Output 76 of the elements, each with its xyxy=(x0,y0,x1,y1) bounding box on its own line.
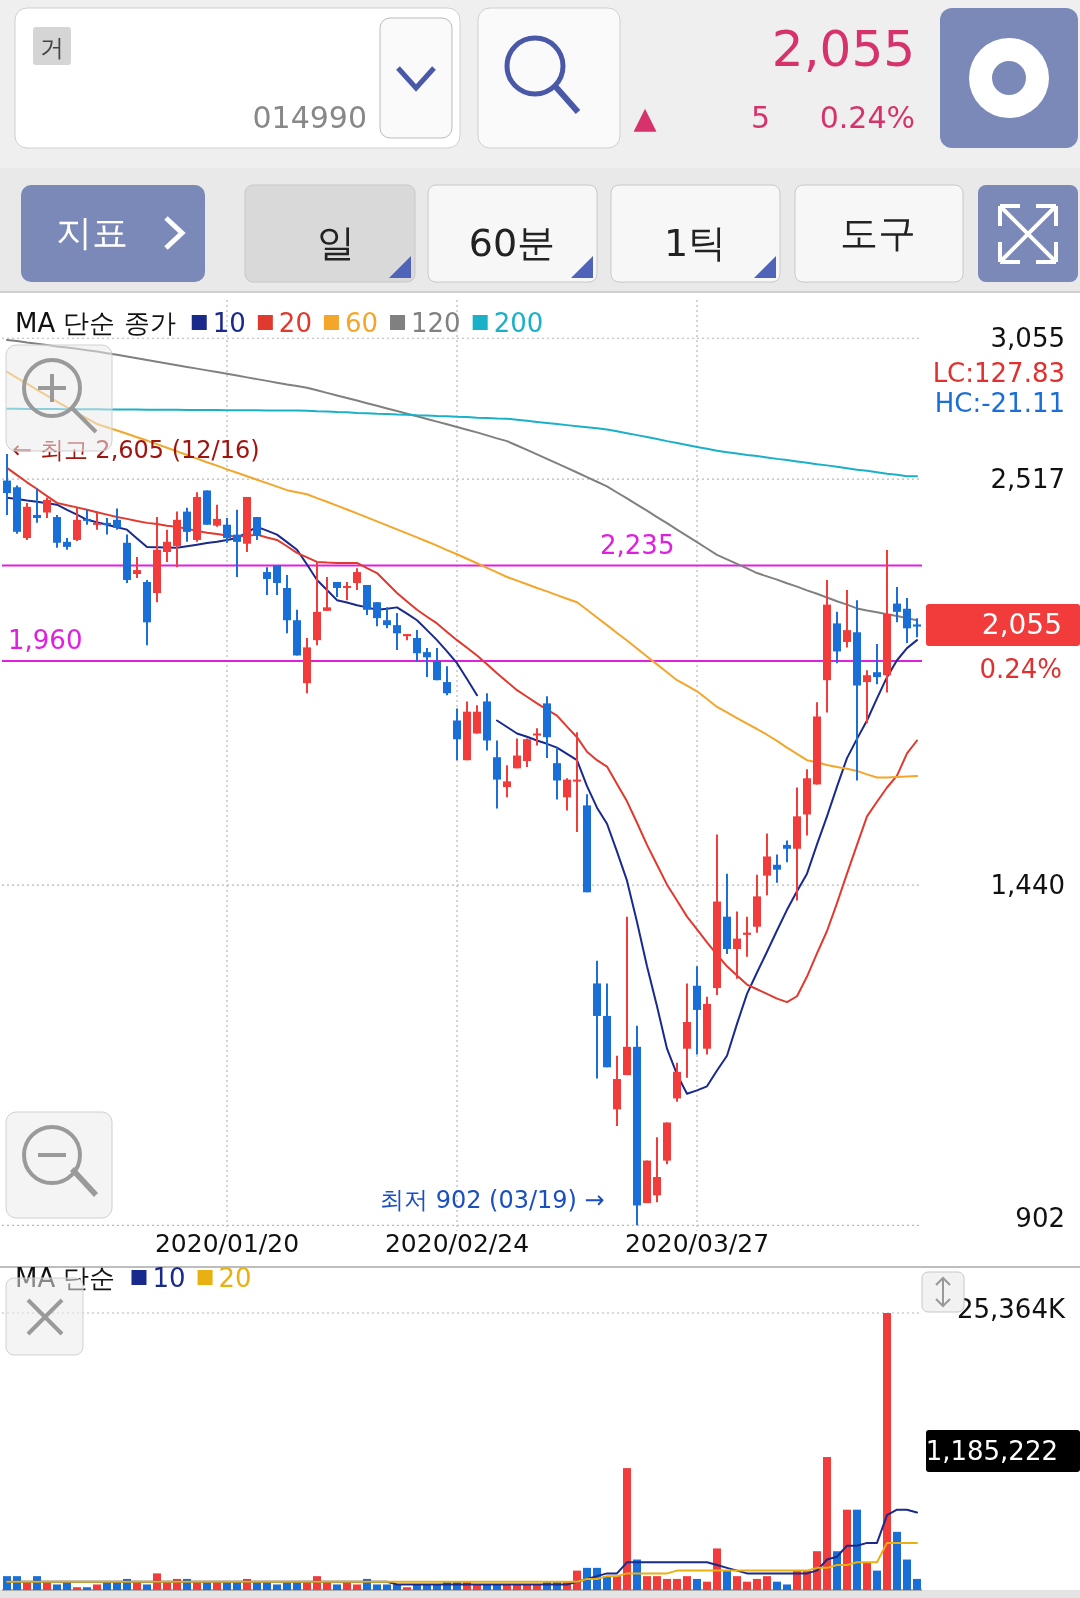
bar xyxy=(723,1570,731,1590)
bar xyxy=(53,1584,61,1590)
text: 일 xyxy=(317,221,355,265)
bar xyxy=(643,1576,651,1590)
legend-label: 10 xyxy=(152,1263,186,1293)
bar xyxy=(893,1531,901,1590)
bar xyxy=(623,1468,631,1590)
text: 1,185,222 xyxy=(925,1436,1058,1466)
bar xyxy=(663,1578,671,1590)
legend-label: 20 xyxy=(218,1263,252,1293)
bar xyxy=(843,1509,851,1590)
text: 014990 xyxy=(252,100,367,135)
bar xyxy=(773,1581,781,1590)
bar xyxy=(613,1576,621,1590)
y-tick-label: 1,440 xyxy=(990,870,1065,901)
legend-label: 120 xyxy=(411,308,461,338)
text: 1틱 xyxy=(663,221,727,265)
bar xyxy=(863,1562,871,1590)
y-tick-label: 3,055 xyxy=(990,323,1065,354)
bar xyxy=(603,1576,611,1590)
text: 5 xyxy=(750,100,770,135)
text: 2,055 xyxy=(981,608,1062,641)
bar xyxy=(383,1584,391,1590)
text: 0.24% xyxy=(819,100,915,135)
bar xyxy=(873,1570,881,1590)
bar xyxy=(353,1584,361,1590)
bar xyxy=(693,1578,701,1590)
text: 25,364K xyxy=(956,1294,1066,1324)
bar xyxy=(403,1587,411,1590)
bar xyxy=(763,1576,771,1590)
bar xyxy=(653,1576,661,1590)
text: 도구 xyxy=(840,211,916,255)
ref-line-label: 1,960 xyxy=(8,624,83,655)
bar xyxy=(813,1551,821,1590)
text: ▲ xyxy=(633,100,657,135)
bar xyxy=(673,1578,681,1590)
bar xyxy=(753,1578,761,1590)
bar xyxy=(743,1581,751,1590)
x-tick-label: 2020/01/20 xyxy=(154,1229,300,1258)
legend-label: 60 xyxy=(344,308,379,338)
ref-line-label: 2,235 xyxy=(600,529,675,560)
bar xyxy=(143,1584,151,1590)
bar xyxy=(733,1576,741,1590)
x-tick-label: 2020/02/24 xyxy=(384,1229,530,1258)
bar xyxy=(83,1587,91,1590)
legend-label: 200 xyxy=(493,308,544,338)
bar xyxy=(903,1559,911,1590)
legend-label: 20 xyxy=(278,308,312,338)
y-tick-label: 2,517 xyxy=(990,464,1065,495)
bar xyxy=(823,1457,831,1590)
annotation: ← 최고 2,605 (12/16) xyxy=(12,436,260,464)
bar xyxy=(93,1584,101,1590)
text: HC:-21.11 xyxy=(934,388,1065,418)
bar xyxy=(73,1587,81,1590)
bar xyxy=(683,1576,691,1590)
annotation: 최저 902 (03/19) → xyxy=(380,1186,605,1214)
bar xyxy=(783,1584,791,1590)
legend-title: MA 단순 xyxy=(15,1263,116,1293)
bar xyxy=(3,1576,11,1590)
y-tick-label: 902 xyxy=(1015,1203,1065,1233)
text: 지표 xyxy=(56,212,128,253)
bar xyxy=(273,1584,281,1590)
text: 0.24% xyxy=(979,654,1062,684)
text: LC:127.83 xyxy=(932,358,1065,388)
bar xyxy=(373,1584,381,1590)
bar xyxy=(703,1581,711,1590)
text: 2,055 xyxy=(771,20,915,78)
text: 거 xyxy=(40,34,64,62)
bar xyxy=(333,1584,341,1590)
bar xyxy=(883,1313,891,1590)
text: 60분 xyxy=(468,221,556,265)
bar xyxy=(913,1578,921,1590)
x-tick-label: 2020/03/27 xyxy=(624,1229,770,1258)
bar xyxy=(853,1509,861,1590)
legend-title: MA 단순 종가 xyxy=(15,308,176,338)
legend-label: 10 xyxy=(212,308,246,338)
